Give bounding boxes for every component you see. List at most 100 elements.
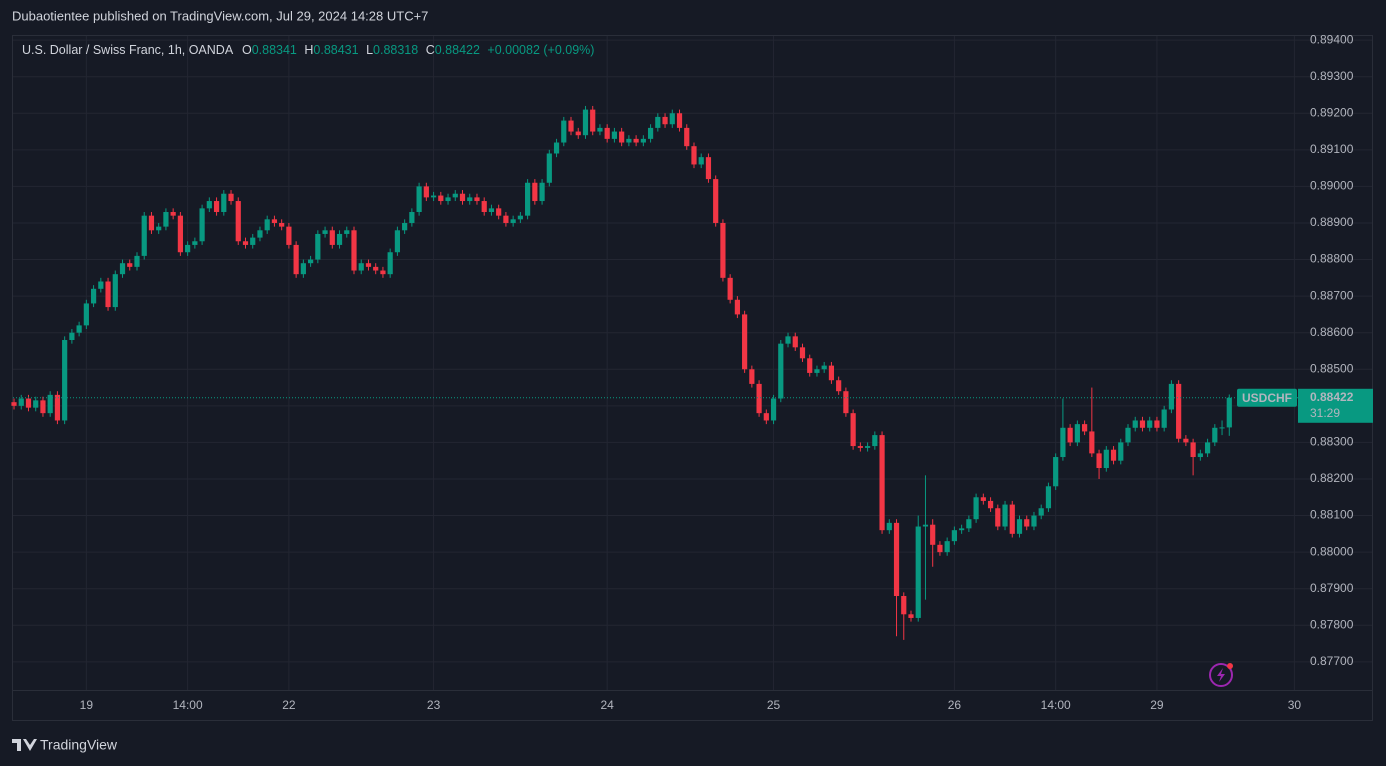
y-tick-label: 0.87700 [1310,654,1354,668]
candle-body [698,157,704,165]
candle-body [242,241,249,245]
candle-body [517,215,523,220]
candle-body [344,230,350,234]
y-tick-label: 0.88200 [1310,471,1354,485]
icon-ring [1209,663,1233,687]
y-tick-label: 0.88900 [1310,215,1354,229]
candle-body [669,113,675,125]
candle-body [1031,515,1037,527]
candle-body [966,519,972,529]
candles [11,105,1298,640]
lightning-icon [1209,663,1233,687]
candle-body [799,347,806,359]
candle-body [409,212,415,223]
candle-body [720,222,726,278]
candle-body [1161,409,1167,428]
legend-letter: O [242,43,252,57]
candle-body [18,398,24,406]
candle-body [1147,420,1153,428]
candle-body [1183,438,1189,443]
candle-body [713,179,719,223]
candle-body [416,186,422,213]
symbol-title: U.S. Dollar / Swiss Franc, 1h, OANDA [22,43,234,57]
price-badge-value: 0.88422 [1310,390,1354,404]
candle-body [380,270,386,275]
candle-body [1002,504,1008,527]
candle-body [112,274,118,308]
y-tick-label: 0.87800 [1310,617,1354,631]
candle-body [510,219,516,223]
candle-body [611,131,618,139]
candle-body [828,365,835,381]
x-tick-label: 30 [1288,698,1302,712]
candle-body [170,212,176,216]
candle-body [336,233,343,245]
candle-body [922,524,929,527]
candle-body [561,120,567,143]
y-tick-label: 0.88600 [1310,325,1354,339]
candle-body [1226,397,1232,428]
pane-frame [12,35,1373,721]
candle-body [329,230,335,245]
candle-body [293,244,299,275]
candle-body [568,120,574,132]
candle-body [850,413,856,447]
candle-body [1190,442,1196,458]
candle-body [1219,427,1225,429]
candle-body [228,193,234,202]
symbol-badge [1237,388,1297,407]
candle-body [279,222,285,227]
y-tick-label: 0.88800 [1310,252,1354,266]
x-tick-label: 14:00 [1041,698,1071,712]
candle-body [987,500,994,509]
candle-body [163,212,169,227]
candle-body [430,195,437,198]
candle-body [1110,449,1117,461]
candle-body [727,277,733,300]
candle-body [691,146,697,165]
candle-body [83,303,89,326]
candle-body [474,197,480,202]
y-tick-label: 0.88000 [1310,544,1354,558]
candle-body [90,288,97,304]
candle-body [655,116,661,128]
candle-body [503,215,509,223]
x-tick-label: 23 [427,698,441,712]
legend-value: 0.88341 [252,43,297,57]
y-tick-label: 0.89400 [1310,32,1354,46]
candle-body [1096,453,1102,469]
candle-body [11,402,17,406]
candle-body [322,230,328,234]
candle-body [857,446,863,448]
candle-body [423,186,429,198]
legend-change: +0.00082 (+0.09%) [487,43,594,57]
candle-body [365,263,372,267]
candle-body [633,138,639,143]
candle-body [1118,442,1124,461]
candle-body [546,153,552,183]
candle-body [445,197,451,202]
x-tick-label: 25 [767,698,781,712]
candle-body [821,365,827,370]
candle-body [1197,453,1203,458]
candle-body [1212,427,1218,443]
candle-body [619,131,625,143]
candle-body [785,336,791,344]
candle-body [438,195,444,202]
brand: TradingView [12,737,118,753]
candle-body [481,201,487,213]
candle-body [886,522,892,531]
candle-body [525,182,531,216]
candle-body [1168,383,1175,410]
x-tick-label: 26 [948,698,962,712]
candle-body [901,596,907,615]
candle-body [206,201,212,209]
candle-body [221,193,227,213]
candle-body [553,142,560,154]
candle-body [315,233,321,260]
candle-body [286,226,292,245]
candle-body [69,332,75,341]
publisher-line: Dubaotientee published on TradingView.co… [12,8,428,23]
candle-body [705,157,712,180]
